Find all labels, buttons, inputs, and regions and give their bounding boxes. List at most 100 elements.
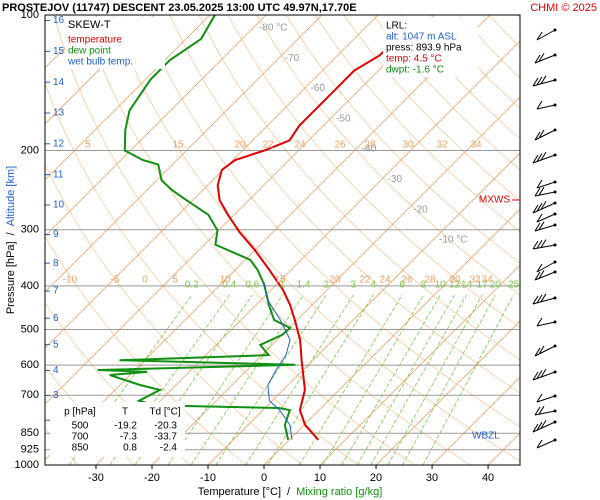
barb-staff	[532, 202, 556, 214]
barb-feather	[540, 420, 547, 429]
x-tick-label: 10	[314, 472, 326, 484]
theta-w-label: 22	[359, 275, 371, 286]
credit: CHMI © 2025	[530, 2, 597, 14]
barb-feather	[538, 405, 545, 415]
barb-feather	[532, 154, 539, 164]
mixing-ratio-label: 3	[351, 280, 357, 291]
barb-feather	[536, 153, 543, 162]
y-tick-label: 100	[21, 9, 39, 21]
isotherm	[45, 15, 435, 405]
isotherm-label: -60	[310, 83, 325, 94]
barb-station	[553, 53, 557, 57]
wind-barb	[532, 75, 557, 87]
barb-staff	[534, 191, 556, 197]
isotherm	[45, 15, 379, 349]
table-header: T	[122, 407, 128, 418]
mixing-ratio-label: 17	[476, 280, 488, 291]
mixing-ratio-label: 6	[399, 280, 405, 291]
barb-staff	[536, 261, 556, 273]
barb-feather	[536, 100, 543, 110]
isotherm	[45, 15, 491, 461]
barb-feather	[536, 317, 543, 327]
legend-entry: dew point	[68, 46, 111, 57]
x-axis-label: /	[287, 486, 291, 498]
x-axis-label: Mixing ratio [g/kg]	[296, 486, 382, 498]
mixing-ratio-label: 0.2	[185, 280, 199, 291]
theta-w-label: 0	[142, 275, 148, 286]
y-axis-label-group: Pressure [hPa] / Altitude [km]	[5, 166, 17, 314]
y2-tick-label: 6	[53, 313, 59, 324]
wind-barb	[532, 368, 557, 381]
barb-staff	[536, 29, 556, 41]
y-tick-label: 600	[21, 359, 39, 371]
barb-feather	[536, 76, 543, 86]
barb-feather	[536, 179, 543, 189]
barb-feather	[532, 423, 539, 433]
dry-adiabat	[343, 15, 520, 202]
mixing-ratio-label: 2	[324, 280, 330, 291]
wind-barb	[532, 239, 557, 250]
barb-feather	[538, 186, 545, 196]
barb-feather	[532, 204, 539, 214]
barb-feather	[534, 131, 541, 141]
theta-w-label: 26	[401, 275, 413, 286]
y-tick-label: 850	[21, 427, 39, 439]
legend-title: SKEW-T	[68, 19, 111, 31]
isotherm-label: -70	[285, 53, 300, 64]
wind-barb	[536, 100, 557, 110]
table-cell: 700	[72, 432, 89, 443]
y2-tick-label: 15	[53, 46, 65, 57]
barb-staff	[534, 271, 556, 281]
level-label: MXWS	[479, 195, 510, 206]
theta-w-label: 15	[172, 140, 184, 151]
lrl-box	[383, 17, 478, 77]
y2-tick-label: 14	[53, 77, 65, 88]
y-tick-label: 925	[21, 444, 39, 456]
wind-barb	[536, 393, 557, 403]
barb-station	[553, 243, 557, 247]
isotherm	[319, 264, 520, 465]
isotherm	[45, 15, 323, 293]
theta-w-label: 28	[424, 275, 436, 286]
profile-line	[97, 15, 296, 441]
theta-w-label: 10	[219, 275, 231, 286]
lrl-temp: temp: 4.5 °C	[386, 54, 442, 65]
table-cell: 0.8	[123, 443, 137, 454]
wind-barb	[532, 151, 557, 164]
barb-feather	[538, 53, 545, 62]
barb-feather	[534, 54, 541, 64]
isotherm	[45, 15, 267, 237]
barb-staff	[532, 79, 556, 87]
barb-feather	[532, 77, 539, 87]
barb-staff	[532, 154, 556, 164]
barb-feather	[536, 213, 543, 223]
theta-w-label: 5	[172, 275, 178, 286]
table-cell: -33.7	[154, 432, 177, 443]
barb-staff	[534, 224, 556, 232]
isotherm	[95, 40, 520, 465]
mixing-ratio-line	[422, 294, 514, 465]
barb-staff	[534, 129, 556, 141]
mixing-ratio-line	[370, 294, 467, 465]
dry-adiabat	[198, 15, 520, 361]
x-tick-label: -10	[200, 472, 216, 484]
barb-feather	[538, 270, 545, 279]
wind-barb	[534, 221, 557, 232]
grid	[45, 15, 520, 465]
mixing-ratio-label: 1	[280, 280, 286, 291]
isotherm-label: -30	[388, 174, 403, 185]
barb-station	[553, 153, 557, 157]
theta-w-label: 5	[85, 140, 91, 151]
x-tick-label: 20	[370, 472, 382, 484]
mixing-ratio-line	[245, 294, 354, 465]
barb-feather	[538, 221, 545, 231]
isotherm-label: -50	[336, 113, 351, 124]
mixing-ratio-label: 10	[435, 280, 447, 291]
barb-station	[553, 260, 557, 264]
x-axis-label-group: Temperature [°C] / Mixing ratio [g/kg]	[198, 486, 383, 498]
barb-feather	[538, 345, 545, 355]
theta-w-label: 32	[436, 140, 448, 151]
barb-feather	[536, 421, 543, 431]
y2-tick-label: 4	[53, 365, 59, 376]
legend-entry: temperature	[68, 35, 122, 46]
